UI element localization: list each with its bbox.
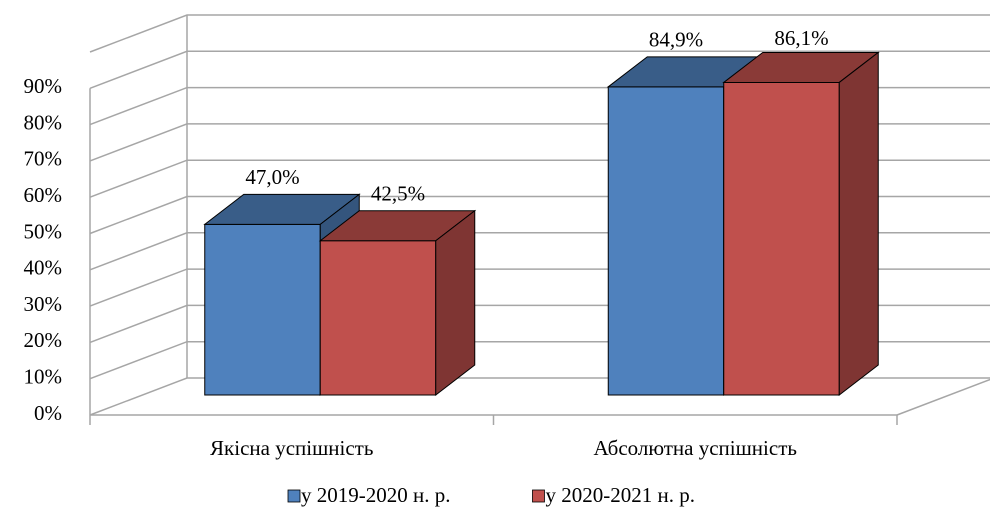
y-tick-label: 80% xyxy=(24,110,63,134)
legend-swatch xyxy=(532,489,545,503)
data-label: 42,5% xyxy=(371,182,425,206)
bar xyxy=(319,240,437,396)
bar xyxy=(723,81,840,396)
y-tick-label: 60% xyxy=(24,183,63,207)
y-tick-label: 50% xyxy=(24,219,63,243)
bar-side xyxy=(435,209,476,397)
y-tick-label: 10% xyxy=(24,365,63,389)
grid-line xyxy=(89,50,990,90)
data-label: 84,9% xyxy=(649,28,703,52)
bar-side xyxy=(838,51,879,397)
x-tick-label: Абсолютна успішність xyxy=(594,436,797,460)
legend-label: у 2019-2020 н. р. xyxy=(301,483,450,507)
bar xyxy=(607,86,725,396)
y-tick-label: 70% xyxy=(24,147,63,171)
y-tick-label: 0% xyxy=(34,401,62,425)
y-tick-label: 90% xyxy=(24,74,63,98)
y-tick-label: 30% xyxy=(24,292,63,316)
x-tick-label: Якісна успішність xyxy=(210,436,373,460)
y-tick-label: 20% xyxy=(24,328,63,352)
wall-top xyxy=(89,14,990,53)
floor-edge xyxy=(896,378,990,416)
legend-label: у 2020-2021 н. р. xyxy=(545,483,694,507)
bar xyxy=(204,223,321,396)
data-label: 86,1% xyxy=(774,26,828,50)
y-tick-label: 40% xyxy=(24,256,63,280)
legend-swatch xyxy=(287,489,301,503)
data-label: 47,0% xyxy=(245,165,299,189)
